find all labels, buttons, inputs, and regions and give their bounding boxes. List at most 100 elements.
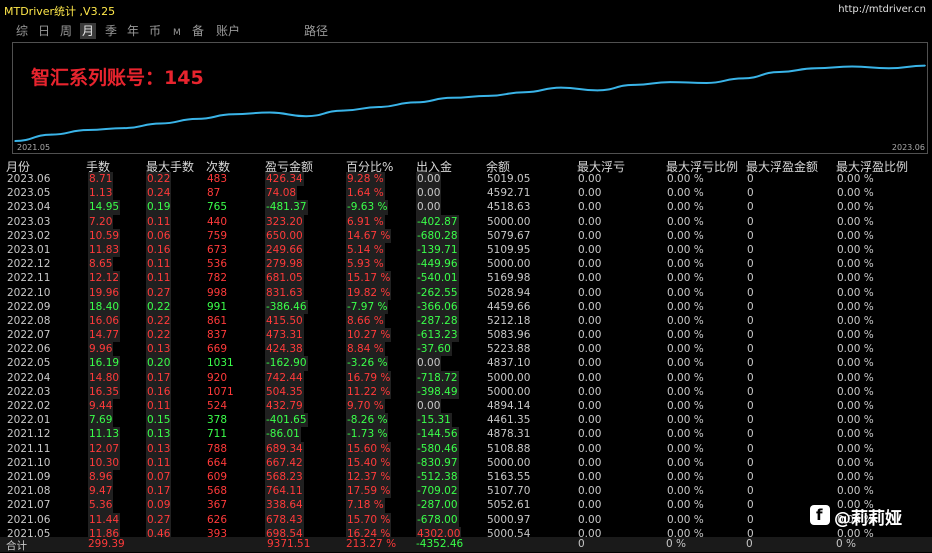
table-cell: 5000.54 <box>487 527 531 540</box>
table-cell: -9.63 % <box>346 200 389 215</box>
table-cell: 0.00 <box>578 456 602 469</box>
table-cell: 5169.98 <box>487 272 531 285</box>
table-cell: 0 <box>747 243 754 256</box>
table-cell: 669 <box>207 343 228 356</box>
table-cell: 10.30 <box>88 455 121 470</box>
table-row[interactable]: 2022.05 16.19 0.20 1031 -162.90 -3.26 % 0.00 48… <box>0 356 932 371</box>
table-row[interactable]: 2022.10 19.96 0.27 998 831.63 19.82 % -262.55 5… <box>0 285 932 300</box>
table-cell: 568.23 <box>265 469 304 485</box>
table-cell: 998 <box>207 286 228 299</box>
table-row[interactable]: 2022.12 8.65 0.11 536 279.98 5.93 % -449.96 500… <box>0 257 932 272</box>
table-cell: 0.00 <box>578 485 602 498</box>
table-row[interactable]: 2023.03 7.20 0.11 440 323.20 6.91 % -402.87 500… <box>0 214 932 229</box>
table-cell: 2021.12 <box>7 428 51 441</box>
table-cell: 0.00 % <box>667 187 704 200</box>
table-row[interactable]: 2021.11 12.07 0.13 788 689.34 15.60 % -580.46 5… <box>0 441 932 456</box>
tab-currency[interactable]: 币 <box>149 24 162 38</box>
column-header[interactable]: 最大浮亏比例 <box>666 160 739 174</box>
column-header[interactable]: 最大浮亏 <box>577 160 626 174</box>
tab-year[interactable]: 年 <box>127 24 140 38</box>
column-header[interactable]: 月份 <box>6 160 31 174</box>
table-row[interactable]: 2021.12 11.13 0.13 711 -86.01 -1.73 % -144.56 4… <box>0 427 932 442</box>
table-row[interactable]: 2022.08 16.06 0.22 861 415.50 8.66 % -287.28 52… <box>0 313 932 329</box>
table-row[interactable]: 2022.02 9.44 0.11 524 432.79 9.70 % 0.00 4894.1… <box>0 399 932 414</box>
table-row[interactable]: 2021.09 8.96 0.07 609 568.23 12.37 % -512.38 51… <box>0 469 932 485</box>
tab-week[interactable]: 周 <box>60 24 73 38</box>
table-cell: 0.00 <box>578 343 602 356</box>
table-row[interactable]: 2022.03 16.35 0.16 1071 504.35 11.22 % -398.49… <box>0 384 932 400</box>
table-cell: 0.00 % <box>667 314 704 327</box>
table-cell: 5000.00 <box>487 371 531 384</box>
table-cell: -15.31 <box>416 413 452 428</box>
equity-point <box>742 77 744 80</box>
tab-day[interactable]: 日 <box>38 24 51 38</box>
table-cell: 0 <box>747 442 754 455</box>
table-row[interactable]: 2021.07 5.36 0.09 367 338.64 7.18 % -287.00 505… <box>0 498 932 513</box>
table-cell: 524 <box>207 400 228 412</box>
table-cell: 0.00 % <box>667 357 704 370</box>
equity-point <box>523 91 526 93</box>
column-header[interactable]: 最大浮盈金额 <box>746 160 819 174</box>
table-row[interactable]: 2023.05 1.13 0.24 87 74.08 1.64 % 0.00 4592.71 0… <box>0 186 932 201</box>
table-cell: 393 <box>207 527 228 540</box>
table-cell: 16.06 <box>88 313 121 329</box>
column-header[interactable]: 最大手数 <box>146 160 195 174</box>
table-cell: 10.27 % <box>346 328 392 343</box>
platform-logo-letter: f <box>816 506 823 524</box>
tab-quarter[interactable]: 季 <box>105 24 118 38</box>
table-row[interactable]: 2023.01 11.83 0.16 673 249.66 5.14 % -139.71 51… <box>0 242 932 258</box>
table-cell: 0.00 % <box>837 485 874 498</box>
table-cell: 664 <box>207 456 228 469</box>
table-cell: 504.35 <box>265 384 304 400</box>
table-cell: 1.13 <box>88 186 114 201</box>
table-row[interactable]: 2023.04 14.95 0.19 765 -481.37 -9.63 % 0.00 451… <box>0 200 932 215</box>
table-cell: 0.00 <box>578 286 602 299</box>
table-row[interactable]: 2022.06 9.96 0.13 669 424.38 8.84 % -37.60 5223… <box>0 342 932 357</box>
equity-point <box>50 133 53 136</box>
tab-summary[interactable]: 综 <box>16 24 29 38</box>
table-cell: 0.11 <box>146 214 172 229</box>
table-cell: 0 <box>747 414 754 427</box>
table-cell: 2021.08 <box>7 485 51 498</box>
column-header[interactable]: 余额 <box>486 160 511 174</box>
equity-point <box>596 89 599 92</box>
column-header[interactable]: 百分比% <box>346 160 394 174</box>
tab-account[interactable]: 账户 <box>216 24 241 38</box>
column-header[interactable]: 出入金 <box>416 160 453 174</box>
table-cell: -1.73 % <box>346 427 389 442</box>
table-row[interactable]: 2021.10 10.30 0.11 664 667.42 15.40 % -830.97 5… <box>0 455 932 470</box>
equity-point <box>560 86 562 89</box>
table-cell: 0.00 % <box>837 229 874 242</box>
tab-m[interactable]: M <box>173 28 181 38</box>
tab-path[interactable]: 路径 <box>304 24 329 38</box>
table-row[interactable]: 2021.08 9.47 0.17 568 764.11 17.59 % -709.02 51… <box>0 484 932 499</box>
tab-notes[interactable]: 备 <box>192 24 205 38</box>
column-header[interactable]: 最大浮盈比例 <box>836 160 909 174</box>
table-cell: 0.00 % <box>837 527 874 540</box>
equity-point <box>778 71 781 73</box>
table-cell: 0.00 <box>578 513 602 526</box>
table-row[interactable]: 2022.01 7.69 0.15 378 -401.65 -8.26 % -15.31 44… <box>0 413 932 428</box>
column-header[interactable]: 手数 <box>86 160 111 174</box>
table-row[interactable]: 2022.11 12.12 0.11 782 681.05 15.17 % -540.01 5… <box>0 271 932 286</box>
totals-max-gain: 0 <box>746 538 753 550</box>
column-header[interactable]: 盈亏金额 <box>265 160 314 174</box>
table-row[interactable]: 2023.06 8.71 0.22 483 426.34 9.28 % 0.00 5019.0… <box>0 172 932 187</box>
table-row[interactable]: 2021.06 11.44 0.27 626 678.43 15.70 % -678.00 5… <box>0 512 932 527</box>
table-cell: 378 <box>207 414 228 427</box>
table-row[interactable]: 2022.09 18.40 0.22 991 -386.46 -7.97 % -366.06… <box>0 299 932 314</box>
tab-month[interactable]: 月 <box>80 23 97 39</box>
table-cell: 8.71 <box>88 172 114 187</box>
table-row[interactable]: 2022.07 14.77 0.22 837 473.31 10.27 % -613.23 5… <box>0 328 932 343</box>
table-cell: 432.79 <box>265 399 304 414</box>
tab-bar: 综 日 周 月 季 年 币 M 备 账户 路径 <box>0 20 932 40</box>
table-cell: 2023.01 <box>7 243 51 256</box>
table-cell: 742.44 <box>265 370 304 385</box>
site-link[interactable]: http://mtdriver.cn <box>838 4 926 15</box>
table-cell: 0 <box>747 513 754 526</box>
table-cell: -678.00 <box>416 512 459 527</box>
table-row[interactable]: 2023.02 10.59 0.06 759 650.00 14.67 % -680.28 5… <box>0 228 932 243</box>
column-header[interactable]: 次数 <box>206 160 231 174</box>
table-cell: 0.00 % <box>667 272 704 285</box>
table-row[interactable]: 2022.04 14.80 0.17 920 742.44 16.79 % -718.72 5… <box>0 370 932 385</box>
